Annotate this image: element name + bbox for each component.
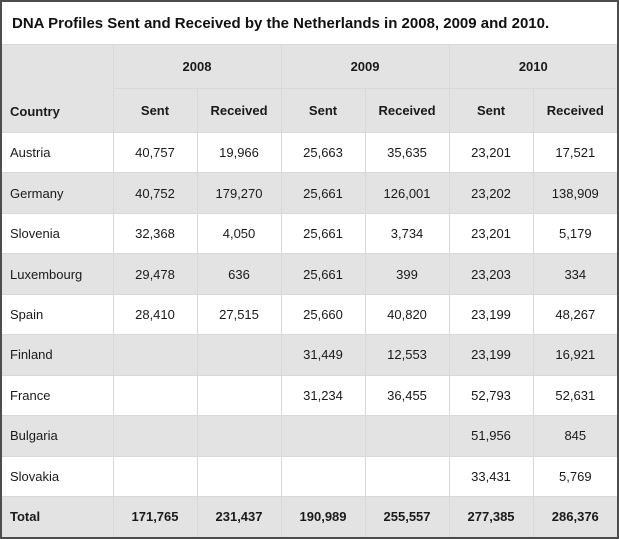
- value-cell: 19,966: [196, 131, 282, 174]
- country-column-header: Country: [2, 44, 114, 133]
- value-cell: [112, 455, 198, 497]
- value-cell: 25,661: [280, 212, 366, 255]
- value-cell: [112, 415, 198, 457]
- value-cell: 36,455: [364, 374, 450, 417]
- value-cell: [196, 334, 282, 376]
- value-cell: 231,437: [196, 495, 282, 537]
- table-row: Austria 40,757 19,966 25,663 35,635 23,201 17,…: [2, 131, 618, 174]
- table-row: Slovenia 32,368 4,050 25,661 3,734 23,201 5,17…: [2, 212, 618, 255]
- year-header-2009: 2009: [280, 44, 450, 89]
- country-cell: Finland: [2, 334, 114, 376]
- value-cell: 40,820: [364, 293, 450, 336]
- country-cell: Bulgaria: [2, 415, 114, 457]
- value-cell: 845: [532, 415, 618, 457]
- value-cell: 636: [196, 253, 282, 295]
- value-cell: [196, 455, 282, 497]
- country-cell: Austria: [2, 131, 114, 174]
- value-cell: 190,989: [280, 495, 366, 537]
- table-row: Slovakia 33,431 5,769: [2, 455, 618, 497]
- table-row: Luxembourg 29,478 636 25,661 399 23,203 334: [2, 253, 618, 295]
- value-cell: 25,660: [280, 293, 366, 336]
- country-cell: France: [2, 374, 114, 417]
- table-row: Finland 31,449 12,553 23,199 16,921: [2, 334, 618, 376]
- value-cell: 23,203: [448, 253, 534, 295]
- value-cell: 399: [364, 253, 450, 295]
- value-cell: 23,201: [448, 212, 534, 255]
- col-header-2008-received: Received: [196, 88, 282, 133]
- value-cell: 48,267: [532, 293, 618, 336]
- value-cell: 31,234: [280, 374, 366, 417]
- table-row: Germany 40,752 179,270 25,661 126,001 23,202 1…: [2, 172, 618, 214]
- total-row: Total 171,765 231,437 190,989 255,557 277,385…: [2, 495, 618, 537]
- value-cell: 277,385: [448, 495, 534, 537]
- table-title: DNA Profiles Sent and Received by the Ne…: [2, 2, 617, 44]
- value-cell: [280, 455, 366, 497]
- value-cell: 5,769: [532, 455, 618, 497]
- year-header-2010: 2010: [448, 44, 618, 89]
- value-cell: 25,661: [280, 253, 366, 295]
- value-cell: 33,431: [448, 455, 534, 497]
- col-header-2009-sent: Sent: [280, 88, 366, 133]
- value-cell: [280, 415, 366, 457]
- value-cell: 32,368: [112, 212, 198, 255]
- value-cell: 40,757: [112, 131, 198, 174]
- value-cell: 17,521: [532, 131, 618, 174]
- value-cell: 179,270: [196, 172, 282, 214]
- value-cell: 4,050: [196, 212, 282, 255]
- value-cell: [196, 415, 282, 457]
- value-cell: 16,921: [532, 334, 618, 376]
- value-cell: 126,001: [364, 172, 450, 214]
- table-body: Austria 40,757 19,966 25,663 35,635 23,201 17,…: [2, 131, 618, 537]
- table-row: Bulgaria 51,956 845: [2, 415, 618, 457]
- value-cell: 29,478: [112, 253, 198, 295]
- country-cell: Slovenia: [2, 212, 114, 255]
- value-cell: 27,515: [196, 293, 282, 336]
- value-cell: 25,661: [280, 172, 366, 214]
- value-cell: [112, 374, 198, 417]
- value-cell: [112, 334, 198, 376]
- value-cell: 52,631: [532, 374, 618, 417]
- value-cell: 171,765: [112, 495, 198, 537]
- value-cell: 12,553: [364, 334, 450, 376]
- value-cell: 3,734: [364, 212, 450, 255]
- country-cell: Luxembourg: [2, 253, 114, 295]
- col-header-2009-received: Received: [364, 88, 450, 133]
- value-cell: 51,956: [448, 415, 534, 457]
- value-cell: 23,199: [448, 334, 534, 376]
- value-cell: 31,449: [280, 334, 366, 376]
- value-cell: [196, 374, 282, 417]
- value-cell: [364, 455, 450, 497]
- year-header-row: Country 2008 2009 2010: [2, 44, 618, 133]
- year-header-2008: 2008: [112, 44, 282, 89]
- value-cell: [364, 415, 450, 457]
- col-header-2010-sent: Sent: [448, 88, 534, 133]
- value-cell: 23,201: [448, 131, 534, 174]
- country-cell: Germany: [2, 172, 114, 214]
- col-header-2010-received: Received: [532, 88, 618, 133]
- value-cell: 25,663: [280, 131, 366, 174]
- profiles-table: Country 2008 2009 2010 Sent Received Sen…: [2, 44, 618, 537]
- value-cell: 5,179: [532, 212, 618, 255]
- value-cell: 286,376: [532, 495, 618, 537]
- value-cell: 52,793: [448, 374, 534, 417]
- value-cell: 40,752: [112, 172, 198, 214]
- value-cell: 23,202: [448, 172, 534, 214]
- country-cell: Total: [2, 495, 114, 537]
- table-row: Spain 28,410 27,515 25,660 40,820 23,199 48,26…: [2, 293, 618, 336]
- country-cell: Spain: [2, 293, 114, 336]
- value-cell: 334: [532, 253, 618, 295]
- col-header-2008-sent: Sent: [113, 88, 198, 133]
- value-cell: 28,410: [112, 293, 198, 336]
- value-cell: 23,199: [448, 293, 534, 336]
- value-cell: 35,635: [364, 131, 450, 174]
- table-row: France 31,234 36,455 52,793 52,631: [2, 374, 618, 417]
- country-cell: Slovakia: [2, 455, 114, 497]
- value-cell: 138,909: [532, 172, 618, 214]
- table-header: Country 2008 2009 2010 Sent Received Sen…: [2, 44, 618, 133]
- value-cell: 255,557: [364, 495, 450, 537]
